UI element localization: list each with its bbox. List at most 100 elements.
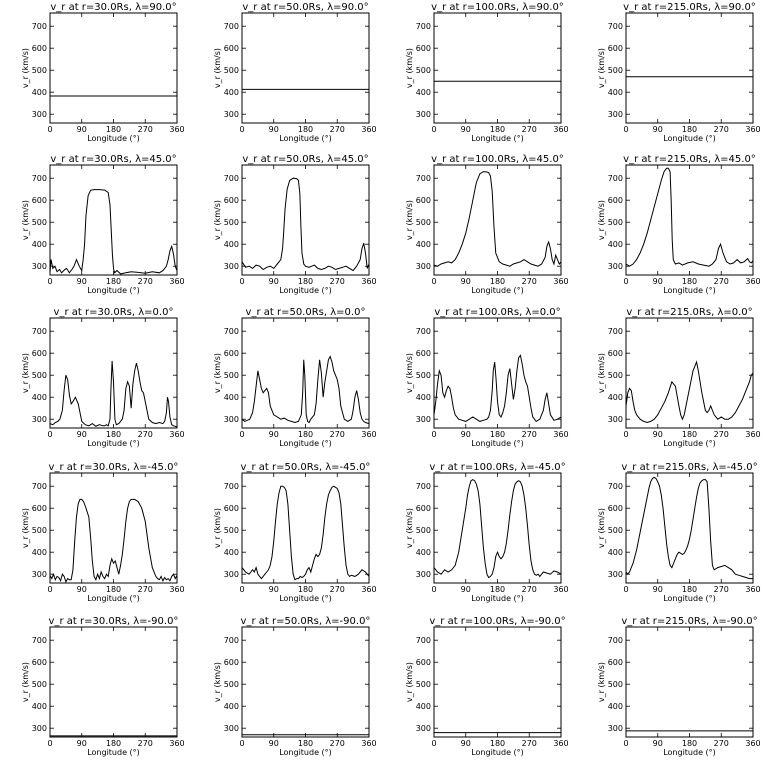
y-tick-label: 300 — [224, 262, 239, 271]
x-tick-label: 360 — [361, 277, 376, 286]
x-tick-label: 360 — [553, 125, 568, 134]
y-tick-label: 500 — [32, 218, 47, 227]
y-tick-label: 500 — [224, 680, 239, 689]
x-tick-label: 270 — [138, 125, 153, 134]
x-tick-label: 90 — [461, 277, 471, 286]
panel-title: v_r at r=50.0Rs, λ=90.0° — [242, 2, 368, 13]
x-tick-label: 90 — [269, 739, 279, 748]
x-tick-label: 270 — [714, 277, 729, 286]
y-tick-label: 600 — [224, 44, 239, 53]
x-axis-label: Longitude (°) — [279, 286, 332, 295]
x-tick-label: 0 — [47, 430, 52, 439]
y-tick-label: 600 — [224, 349, 239, 358]
x-tick-label: 180 — [682, 739, 697, 748]
x-tick-label: 0 — [239, 739, 244, 748]
x-tick-label: 180 — [490, 277, 505, 286]
x-tick-label: 90 — [77, 277, 87, 286]
x-tick-label: 90 — [653, 430, 663, 439]
x-tick-label: 90 — [269, 430, 279, 439]
y-tick-label: 700 — [416, 327, 431, 336]
y-tick-label: 300 — [608, 415, 623, 424]
y-tick-label: 300 — [608, 262, 623, 271]
plot-frame — [625, 317, 754, 429]
panel-4-2: v_r at r=100.0Rs, λ=-90.0° 0 90 180 270 360 30… — [405, 616, 569, 757]
x-tick-label: 360 — [361, 430, 376, 439]
series-line — [433, 354, 562, 423]
x-tick-label: 180 — [298, 430, 313, 439]
series-line — [241, 485, 370, 581]
series-line — [241, 355, 370, 425]
x-tick-label: 270 — [714, 430, 729, 439]
x-tick-label: 180 — [490, 430, 505, 439]
y-tick-label: 300 — [416, 724, 431, 733]
x-axis-label: Longitude (°) — [471, 286, 524, 295]
y-tick-label: 300 — [416, 570, 431, 579]
x-axis-label: Longitude (°) — [471, 134, 524, 143]
panel-title: v_r at r=215.0Rs, λ=-45.0° — [621, 462, 757, 473]
y-tick-label: 400 — [224, 702, 239, 711]
y-tick-label: 400 — [608, 88, 623, 97]
x-tick-label: 270 — [330, 125, 345, 134]
x-tick-label: 270 — [138, 739, 153, 748]
y-tick-label: 400 — [608, 240, 623, 249]
x-tick-label: 360 — [745, 125, 760, 134]
panel-4-3: v_r at r=215.0Rs, λ=-90.0° 0 90 180 270 360 30… — [597, 616, 761, 757]
x-tick-label: 270 — [138, 585, 153, 594]
panel-4-0: v_r at r=30.0Rs, λ=-90.0° 0 90 180 270 360 300… — [21, 616, 185, 757]
x-tick-label: 0 — [239, 430, 244, 439]
y-tick-label: 500 — [416, 66, 431, 75]
x-tick-label: 0 — [623, 430, 628, 439]
y-tick-label: 300 — [608, 570, 623, 579]
panel-2-0: v_r at r=30.0Rs, λ=0.0° 0 90 180 270 360 300 40… — [21, 307, 185, 448]
y-tick-label: 600 — [416, 349, 431, 358]
x-tick-label: 180 — [106, 739, 121, 748]
y-tick-label: 400 — [224, 548, 239, 557]
x-tick-label: 360 — [553, 739, 568, 748]
y-axis-label: v_r (km/s) — [21, 353, 30, 393]
y-tick-label: 700 — [32, 636, 47, 645]
y-tick-label: 600 — [32, 504, 47, 513]
y-tick-label: 400 — [32, 702, 47, 711]
y-tick-label: 700 — [416, 174, 431, 183]
y-tick-label: 700 — [224, 22, 239, 31]
x-tick-label: 270 — [330, 430, 345, 439]
panel-title: v_r at r=50.0Rs, λ=-45.0° — [241, 462, 371, 473]
y-tick-label: 400 — [32, 393, 47, 402]
panel-4-1: v_r at r=50.0Rs, λ=-90.0° 0 90 180 270 360 300… — [213, 616, 377, 757]
panel-title: v_r at r=100.0Rs, λ=90.0° — [431, 2, 564, 13]
x-axis-label: Longitude (°) — [663, 134, 716, 143]
plot-frame — [625, 164, 754, 276]
plot-frame — [433, 626, 562, 738]
x-tick-label: 0 — [47, 739, 52, 748]
y-tick-label: 300 — [416, 262, 431, 271]
plot-frame — [625, 626, 754, 738]
x-axis-label: Longitude (°) — [87, 286, 140, 295]
y-tick-label: 700 — [608, 636, 623, 645]
panel-1-3: v_r at r=215.0Rs, λ=45.0° 0 90 180 270 360 300… — [597, 154, 761, 295]
panel-0-2: v_r at r=100.0Rs, λ=90.0° 0 90 180 270 360 300… — [405, 2, 569, 143]
x-tick-label: 270 — [522, 125, 537, 134]
x-tick-label: 180 — [682, 430, 697, 439]
y-tick-label: 700 — [416, 482, 431, 491]
y-tick-label: 600 — [416, 196, 431, 205]
y-tick-label: 600 — [32, 196, 47, 205]
y-tick-label: 500 — [608, 526, 623, 535]
panel-title: v_r at r=215.0Rs, λ=0.0° — [626, 307, 752, 318]
x-tick-label: 360 — [553, 430, 568, 439]
y-tick-label: 500 — [416, 680, 431, 689]
y-tick-label: 700 — [608, 482, 623, 491]
panel-2-2: v_r at r=100.0Rs, λ=0.0° 0 90 180 270 360 300 4… — [405, 307, 569, 448]
y-tick-label: 700 — [32, 22, 47, 31]
y-tick-label: 700 — [224, 174, 239, 183]
panel-title: v_r at r=100.0Rs, λ=-45.0° — [429, 462, 565, 473]
x-tick-label: 360 — [745, 430, 760, 439]
x-tick-label: 360 — [361, 739, 376, 748]
y-tick-label: 600 — [416, 658, 431, 667]
y-axis-label: v_r (km/s) — [597, 508, 606, 548]
y-axis-label: v_r (km/s) — [213, 200, 222, 240]
y-tick-label: 700 — [32, 327, 47, 336]
y-tick-label: 400 — [224, 240, 239, 249]
y-axis-label: v_r (km/s) — [405, 353, 414, 393]
x-axis-label: Longitude (°) — [471, 439, 524, 448]
plot-frame — [241, 12, 370, 124]
